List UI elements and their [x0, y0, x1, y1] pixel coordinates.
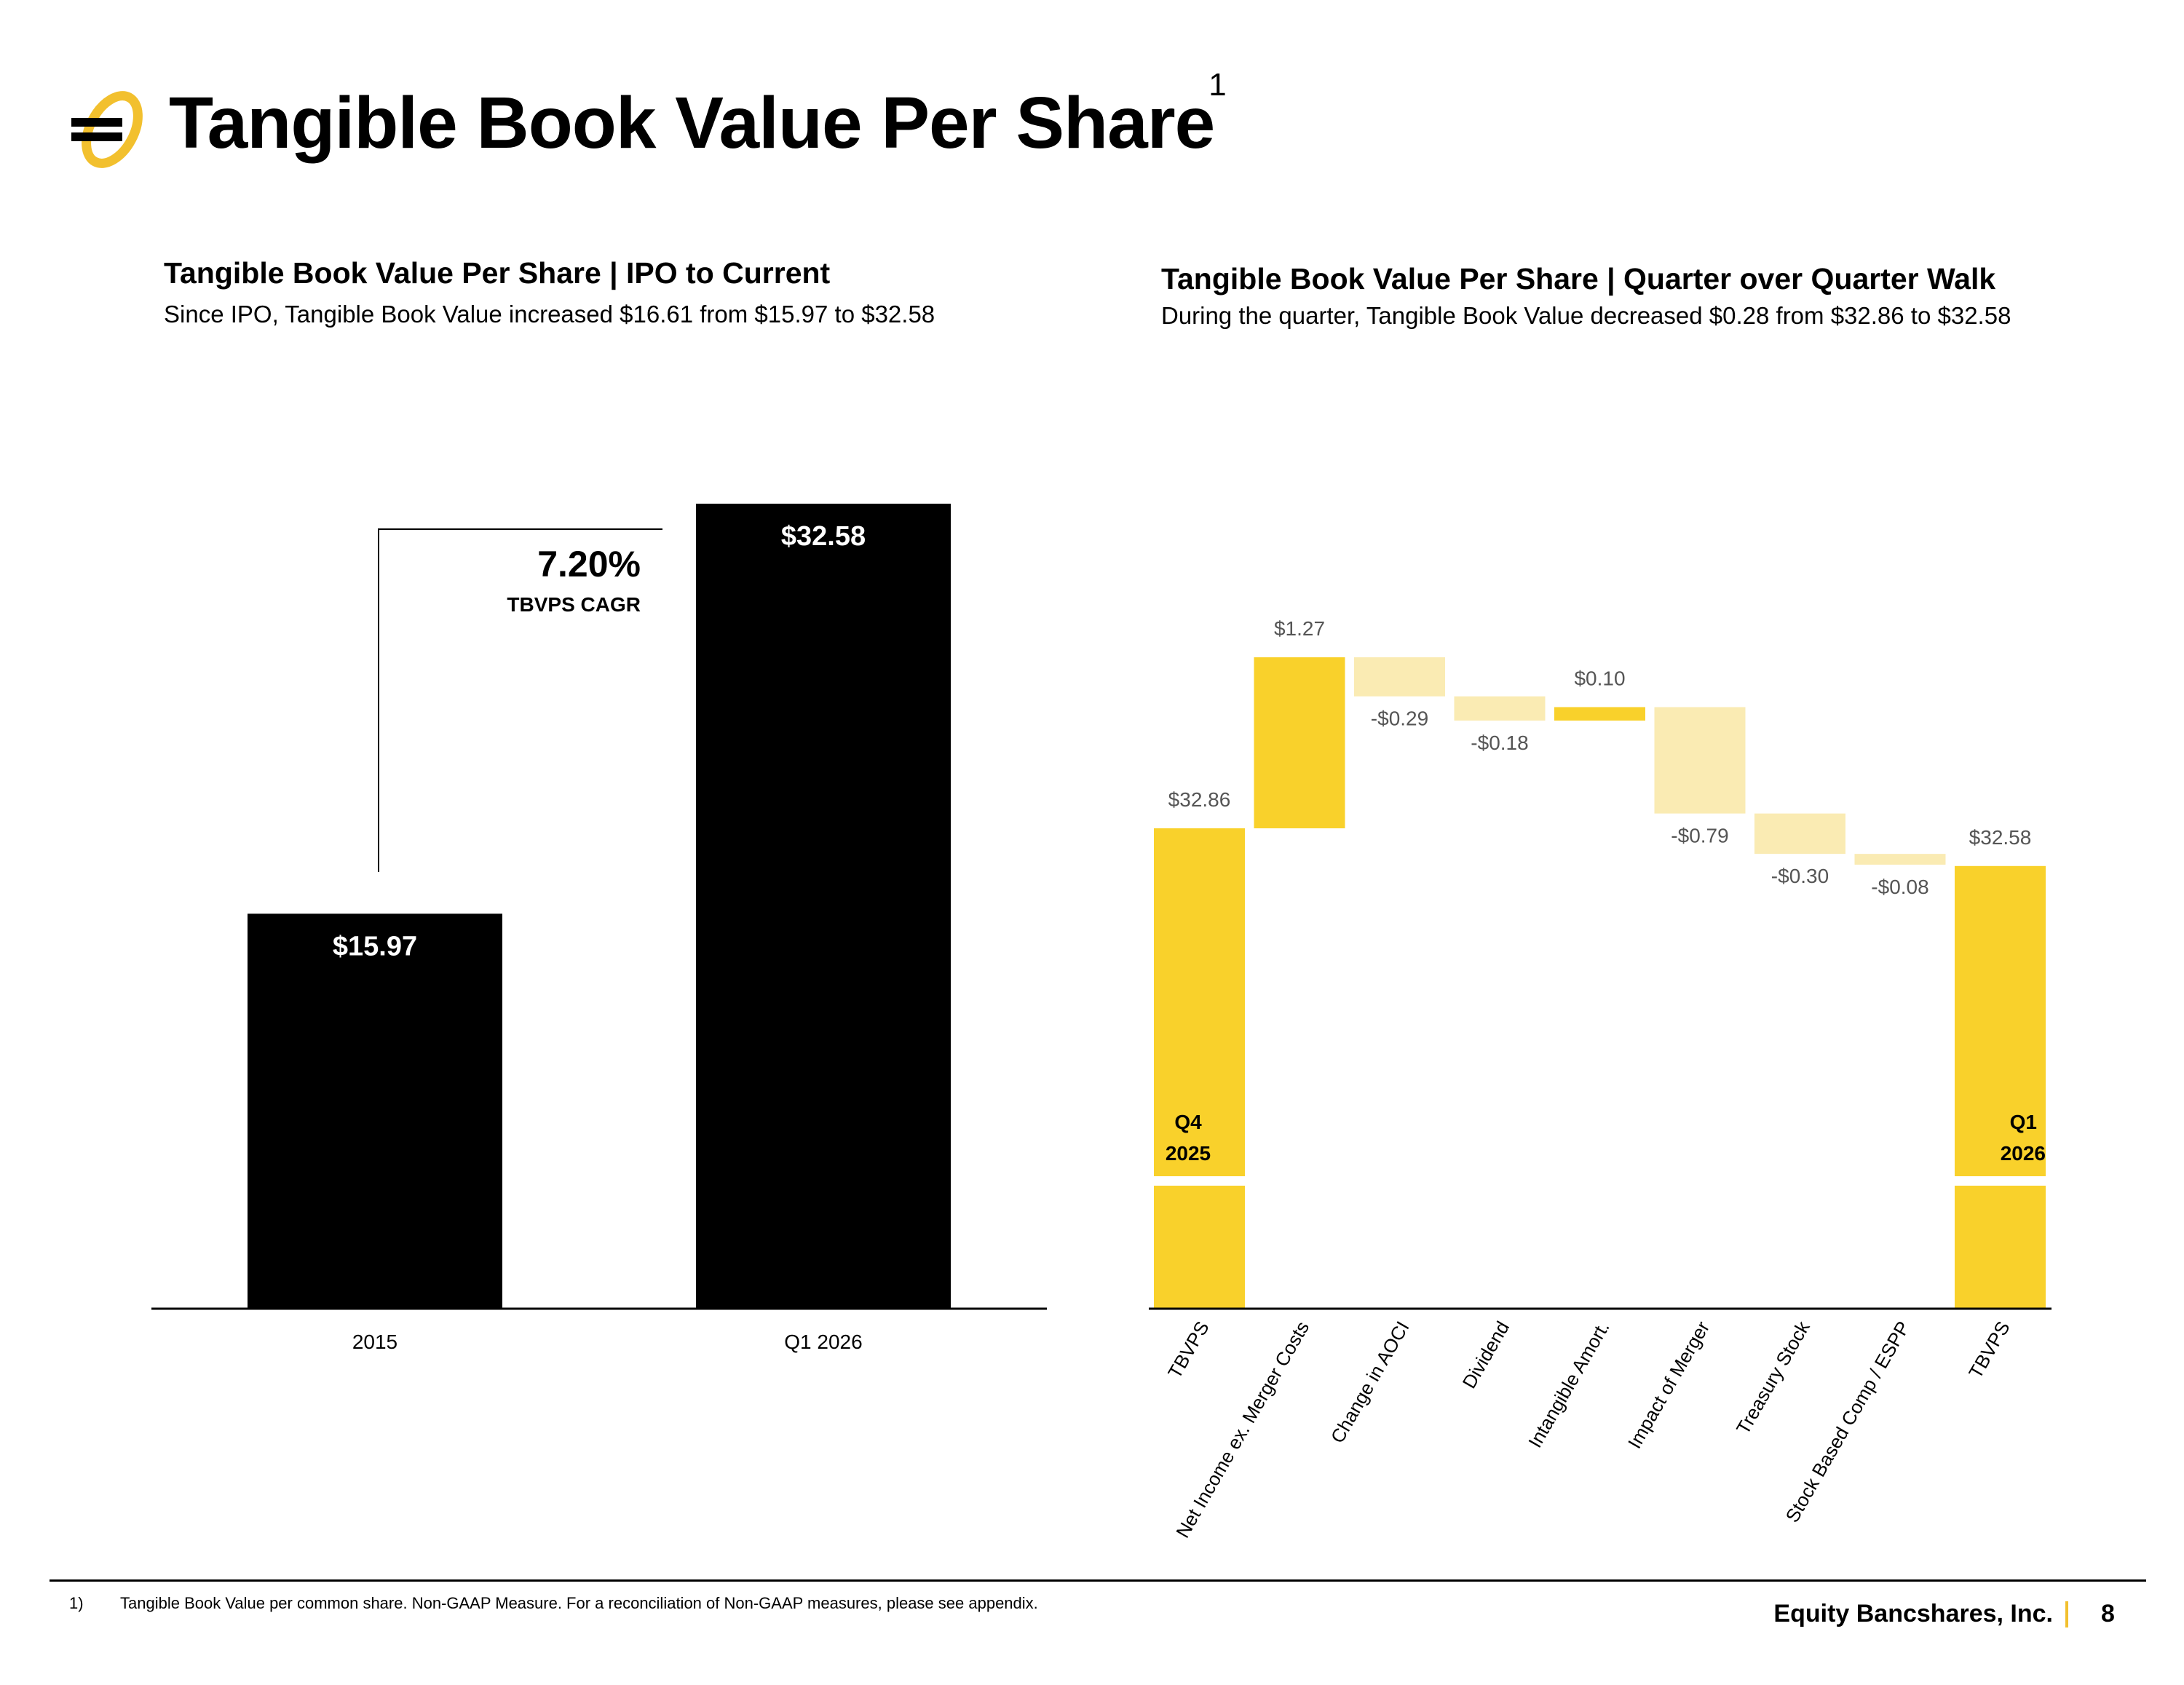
category-label: Intangible Amort. [1524, 1317, 1614, 1451]
waterfall-value-label: -$0.18 [1471, 732, 1528, 754]
tbvps-ipo-bar-chart: $15.97 2015 $32.58 Q1 2026 7.20% TBVPS CAGR [151, 504, 1047, 1353]
waterfall-bar-total-lower [1955, 1186, 2046, 1308]
title-footnote-marker: 1 [1208, 66, 1227, 103]
waterfall-value-label: $0.10 [1574, 667, 1625, 690]
waterfall-bar-total-lower [1154, 1186, 1245, 1308]
waterfall-value-label: -$0.79 [1671, 825, 1728, 847]
bar-0 [248, 913, 502, 1308]
category-label: 2015 [352, 1331, 397, 1353]
waterfall-bar-delta [1354, 657, 1445, 697]
bar-value-label: $32.58 [781, 521, 866, 552]
cagr-value: 7.20% [537, 544, 641, 584]
left-chart-subtitle: Since IPO, Tangible Book Value increased… [164, 301, 935, 328]
right-chart-subtitle: During the quarter, Tangible Book Value … [1161, 302, 2011, 329]
footnote-text: Tangible Book Value per common share. No… [120, 1594, 1038, 1612]
waterfall-value-label: $32.86 [1168, 788, 1231, 811]
waterfall-bar-delta [1854, 854, 1946, 865]
cagr-bracket [378, 528, 662, 872]
end-period-q: Q1 [2010, 1111, 2037, 1133]
waterfall-value-label: $1.27 [1274, 617, 1325, 640]
equity-bank-logo-icon [71, 91, 143, 168]
category-label: Dividend [1458, 1317, 1514, 1392]
category-label: TBVPS [1163, 1317, 1214, 1382]
category-label: Treasury Stock [1732, 1317, 1814, 1438]
bar-value-label: $15.97 [333, 931, 417, 962]
waterfall-bar-delta [1254, 657, 1345, 828]
cagr-label: TBVPS CAGR [507, 593, 641, 616]
bar-1 [696, 504, 951, 1308]
footer-divider [2065, 1601, 2068, 1627]
waterfall-value-label: $32.58 [1969, 826, 2032, 849]
waterfall-bar-delta [1554, 707, 1645, 721]
waterfall-bar-delta [1454, 696, 1546, 721]
waterfall-bar-total-upper [1154, 828, 1245, 1176]
start-period-year: 2025 [1166, 1142, 1211, 1165]
waterfall-value-label: -$0.08 [1871, 876, 1928, 898]
category-label: Q1 2026 [784, 1331, 862, 1353]
waterfall-value-label: -$0.30 [1771, 865, 1829, 887]
footnote-number: 1) [69, 1594, 84, 1612]
waterfall-bar-total-upper [1955, 865, 2046, 1176]
waterfall-value-label: -$0.29 [1371, 707, 1428, 730]
footer-rule [50, 1579, 2146, 1582]
end-period-year: 2026 [2001, 1142, 2046, 1165]
waterfall-bar-delta [1754, 813, 1845, 855]
left-chart-title: Tangible Book Value Per Share | IPO to C… [164, 256, 831, 290]
start-period-q: Q4 [1174, 1111, 1202, 1133]
right-chart-title: Tangible Book Value Per Share | Quarter … [1161, 262, 1996, 296]
category-label: Change in AOCI [1326, 1317, 1414, 1447]
waterfall-bar-delta [1654, 707, 1746, 814]
category-label: Impact of Merger [1623, 1317, 1714, 1452]
company-name: Equity Bancshares, Inc. [1773, 1600, 2053, 1627]
category-label: TBVPS [1964, 1317, 2014, 1382]
page-number: 8 [2101, 1600, 2115, 1627]
page-title: Tangible Book Value Per Share1 [169, 66, 1227, 164]
